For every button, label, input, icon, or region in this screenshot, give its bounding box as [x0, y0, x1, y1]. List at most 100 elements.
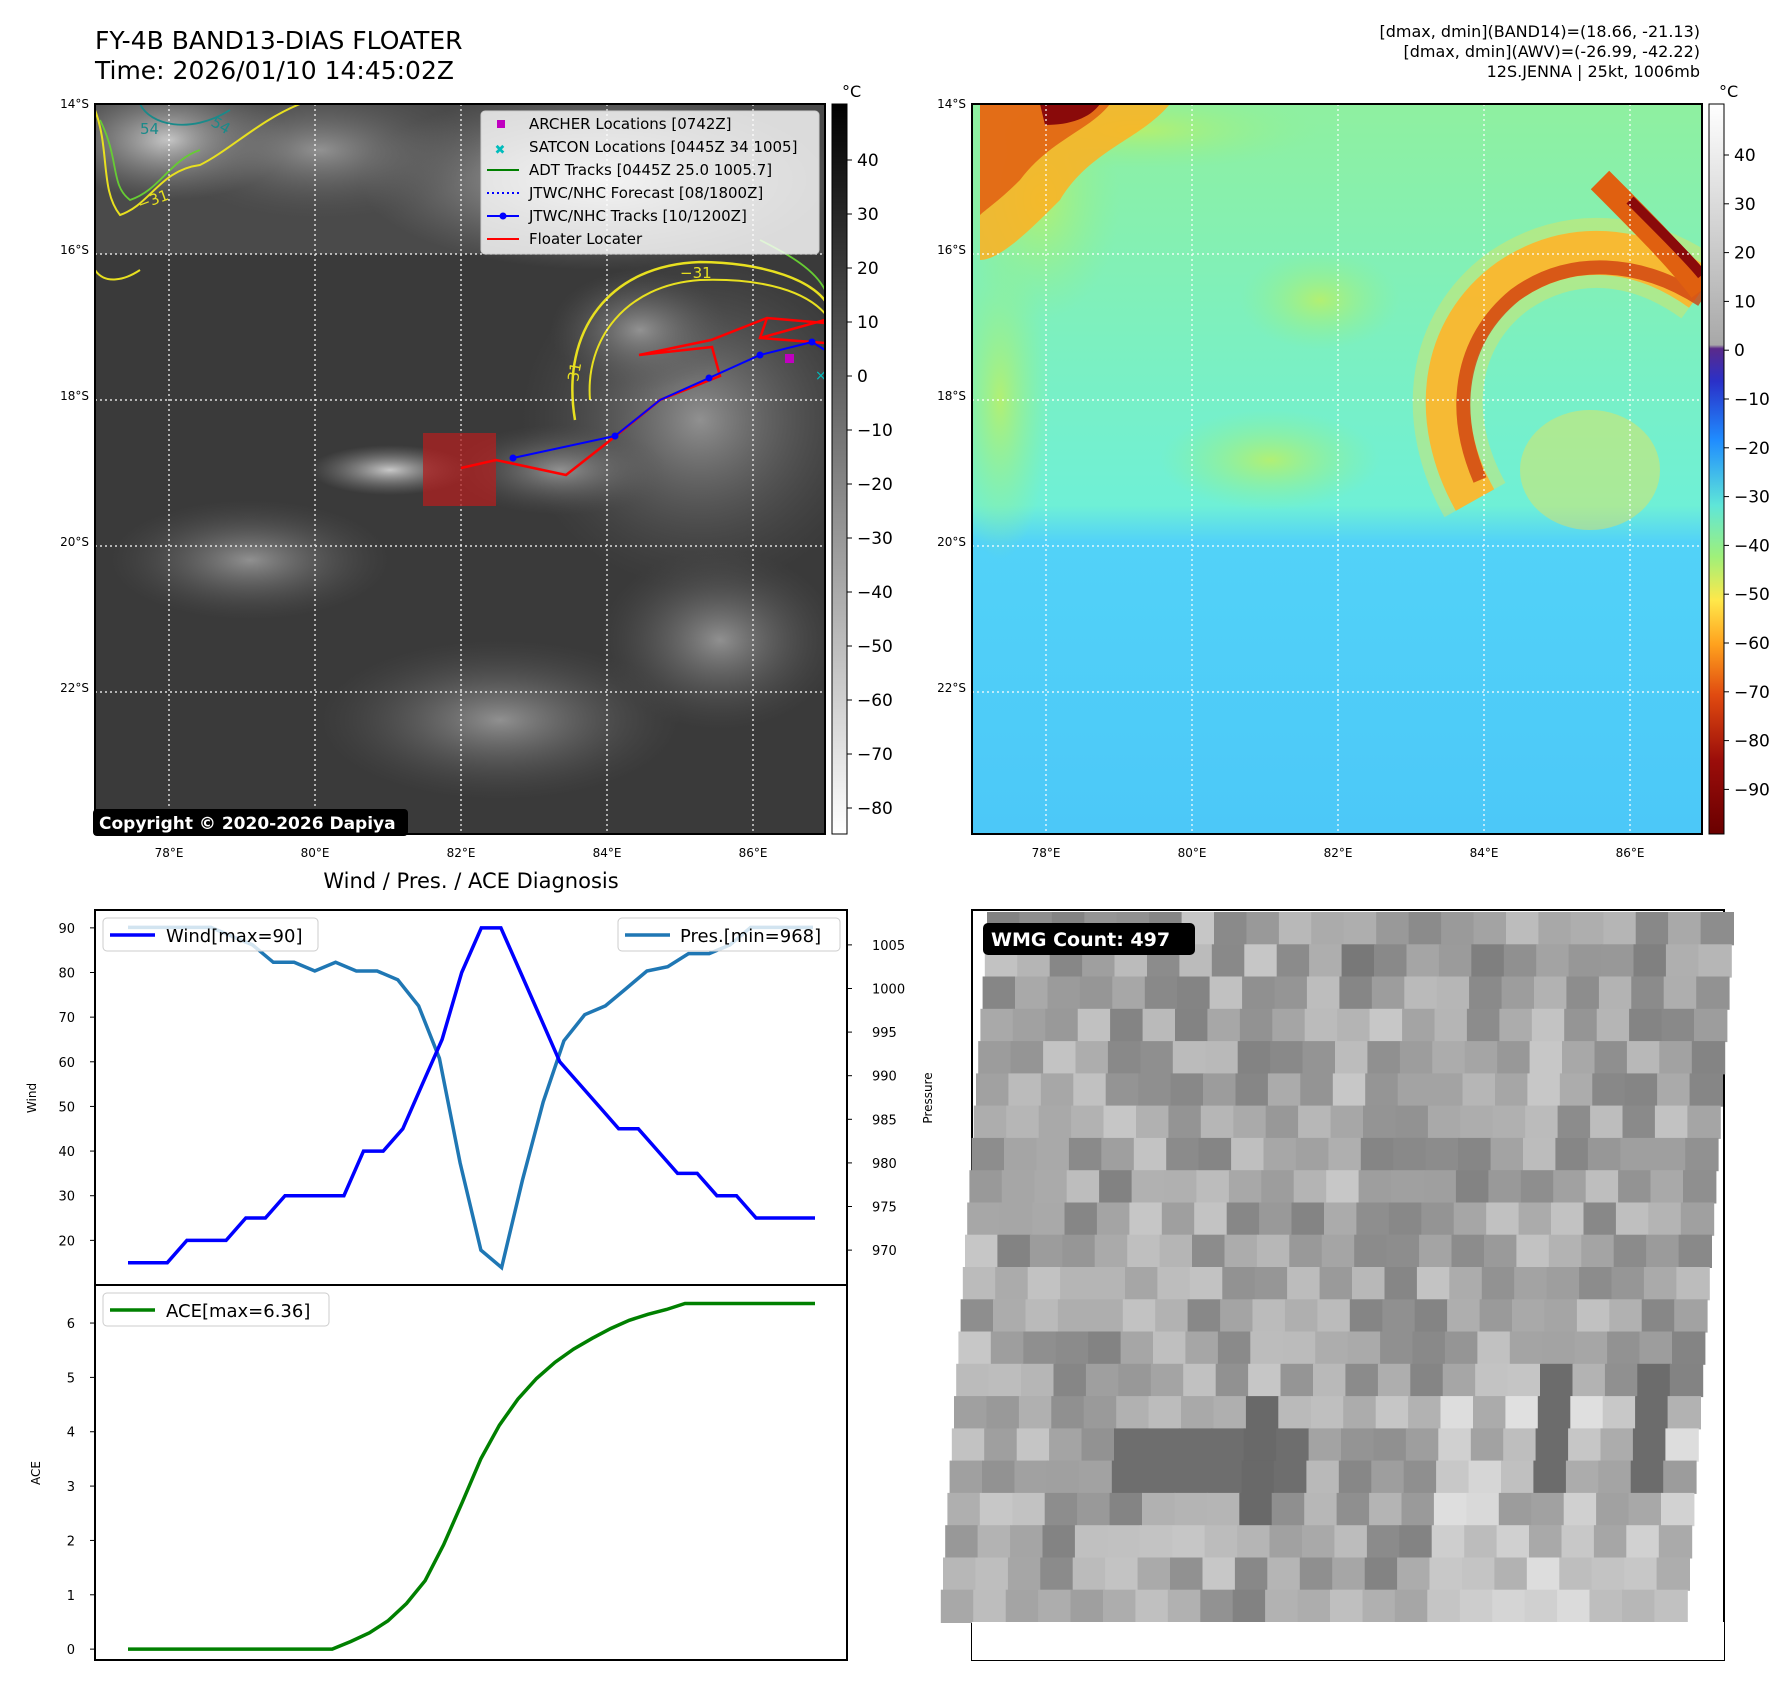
diagnosis-title: Wind / Pres. / ACE Diagnosis: [323, 869, 618, 893]
axis-tick-label: 50: [58, 1100, 75, 1115]
lat-label: 20°S: [937, 535, 966, 549]
copyright-label: Copyright © 2020-2026 Dapiya: [99, 814, 396, 834]
wind-axis-ticks: 20 30 40 50 60 70 80 90: [58, 922, 95, 1249]
axis-tick-label: 70: [58, 1011, 75, 1026]
colorbar-tick: 20: [1734, 244, 1756, 264]
colorbar-tick: 10: [857, 313, 879, 333]
legend-satcon: SATCON Locations [0445Z 34 1005]: [529, 138, 797, 156]
colorbar-tick: −40: [857, 583, 893, 603]
floater-box: [423, 433, 496, 506]
colorbar-tick: 30: [857, 205, 879, 225]
axis-tick-label: 0: [67, 1643, 75, 1658]
lat-label: 18°S: [60, 389, 89, 403]
contour-label-2: 54: [140, 120, 159, 138]
axis-tick-label: 980: [872, 1157, 897, 1172]
ir-colorbar-unit: °C: [842, 82, 861, 101]
stats-line1: [dmax, dmin](BAND14)=(18.66, -21.13): [1379, 22, 1701, 41]
axis-tick-label: 990: [872, 1070, 897, 1085]
axis-tick-label: 80: [58, 967, 75, 982]
ir-colorbar-ticks: 40 30 20 10 0 −10 −20 −30 −40 −50 −60 −70 −80: [847, 151, 893, 819]
wmg-panel: WMG Count: 497: [940, 909, 1734, 1661]
axis-tick-label: 4: [67, 1426, 75, 1441]
ace-legend-label: ACE[max=6.36]: [166, 1301, 310, 1322]
wv-image: [972, 104, 1702, 834]
svg-text:✖: ✖: [495, 143, 506, 158]
axis-tick-label: 1: [67, 1589, 75, 1604]
jtwc-track-points: [509, 338, 816, 462]
lon-label: 82°E: [447, 846, 476, 860]
figure-title: FY-4B BAND13-DIAS FLOATER Time: 2026/01/…: [95, 26, 463, 86]
colorbar-tick: 40: [1734, 146, 1756, 166]
colorbar-tick: −90: [1734, 780, 1770, 800]
axis-tick-label: 3: [67, 1480, 75, 1495]
axis-tick-label: 60: [58, 1056, 75, 1071]
colorbar-tick: −30: [857, 529, 893, 549]
map-axis-labels: 14°S 16°S 18°S 20°S 22°S 78°E 80°E 82°E 84°E 86°E…: [60, 97, 1644, 860]
pressure-legend: Pres.[min=968]: [617, 917, 841, 952]
axis-tick-label: 40: [58, 1145, 75, 1160]
title-line1: FY-4B BAND13-DIAS FLOATER: [95, 26, 463, 55]
legend-adt: ADT Tracks [0445Z 25.0 1005.7]: [529, 161, 772, 179]
axis-tick-label: 1000: [872, 982, 905, 997]
stats-line2: [dmax, dmin](AWV)=(-26.99, -42.22): [1403, 42, 1700, 61]
colorbar-tick: −50: [1734, 585, 1770, 605]
ace-legend: ACE[max=6.36]: [102, 1292, 330, 1327]
archer-marker: [785, 354, 794, 363]
lat-label: 18°S: [937, 389, 966, 403]
colorbar-tick: −10: [857, 421, 893, 441]
colorbar-tick: −80: [857, 799, 893, 819]
colorbar-tick: −70: [857, 745, 893, 765]
wind-series-line: [128, 926, 815, 1265]
stats-block: [dmax, dmin](BAND14)=(18.66, -21.13) [dm…: [1380, 22, 1701, 82]
ace-series-line: [128, 1301, 815, 1651]
lat-label: 16°S: [937, 243, 966, 257]
stats-line3: 12S.JENNA | 25kt, 1006mb: [1486, 62, 1700, 81]
pressure-axis-ticks: 970 975 980 985 990 995 1000 1005: [847, 939, 905, 1259]
wv-colorbar-unit: °C: [1719, 82, 1738, 101]
legend-floater-locater: Floater Locater: [529, 230, 643, 248]
axis-tick-label: 985: [872, 1113, 897, 1128]
title-line2: Time: 2026/01/10 14:45:02Z: [95, 56, 454, 85]
lon-label: 80°E: [301, 846, 330, 860]
lon-label: 86°E: [739, 846, 768, 860]
axis-tick-label: 20: [58, 1234, 75, 1249]
wind-legend: Wind[max=90]: [102, 917, 319, 952]
axis-tick-label: 90: [58, 922, 75, 937]
axis-tick-label: 6: [67, 1317, 75, 1332]
colorbar-tick: 40: [857, 151, 879, 171]
floater-locater-track: [460, 316, 825, 477]
ace-axis-label: ACE: [29, 1461, 43, 1485]
axis-tick-label: 975: [872, 1201, 897, 1216]
ir-colorbar: [831, 103, 848, 835]
axis-tick-label: 30: [58, 1190, 75, 1205]
colorbar-tick: −20: [857, 475, 893, 495]
colorbar-tick: −70: [1734, 683, 1770, 703]
ir-panel: 54 54 −31 −31 31: [93, 82, 893, 836]
colorbar-tick: −80: [1734, 732, 1770, 752]
wv-colorbar: [1708, 103, 1725, 835]
axis-tick-label: 970: [872, 1244, 897, 1259]
satcon-marker: ×: [815, 368, 827, 384]
ace-chart: 0 1 2 3 4 5 6 ACE ACE[max=6.36]: [29, 1284, 848, 1661]
legend-jtwc-forecast: JTWC/NHC Forecast [08/1800Z]: [528, 184, 763, 202]
lat-label: 22°S: [60, 681, 89, 695]
lat-label: 14°S: [937, 97, 966, 111]
axis-tick-label: 2: [67, 1534, 75, 1549]
contour-label-4: −31: [680, 264, 712, 282]
colorbar-tick: −20: [1734, 439, 1770, 459]
lat-label: 14°S: [60, 97, 89, 111]
wv-colorbar-ticks: 40 30 20 10 0 −10 −20 −30 −40 −50 −60 −70 −80 −90: [1724, 146, 1770, 800]
wv-grid: [972, 104, 1702, 834]
lat-label: 20°S: [60, 535, 89, 549]
contour-label-5: 31: [564, 361, 585, 383]
lon-label: 78°E: [155, 846, 184, 860]
colorbar-tick: −30: [1734, 488, 1770, 508]
legend-archer: ARCHER Locations [0742Z]: [529, 115, 732, 133]
colorbar-tick: 30: [1734, 195, 1756, 215]
lon-label: 84°E: [593, 846, 622, 860]
colorbar-tick: −40: [1734, 536, 1770, 556]
lon-label: 80°E: [1178, 846, 1207, 860]
colorbar-tick: 0: [857, 367, 868, 387]
wind-legend-label: Wind[max=90]: [166, 926, 303, 947]
